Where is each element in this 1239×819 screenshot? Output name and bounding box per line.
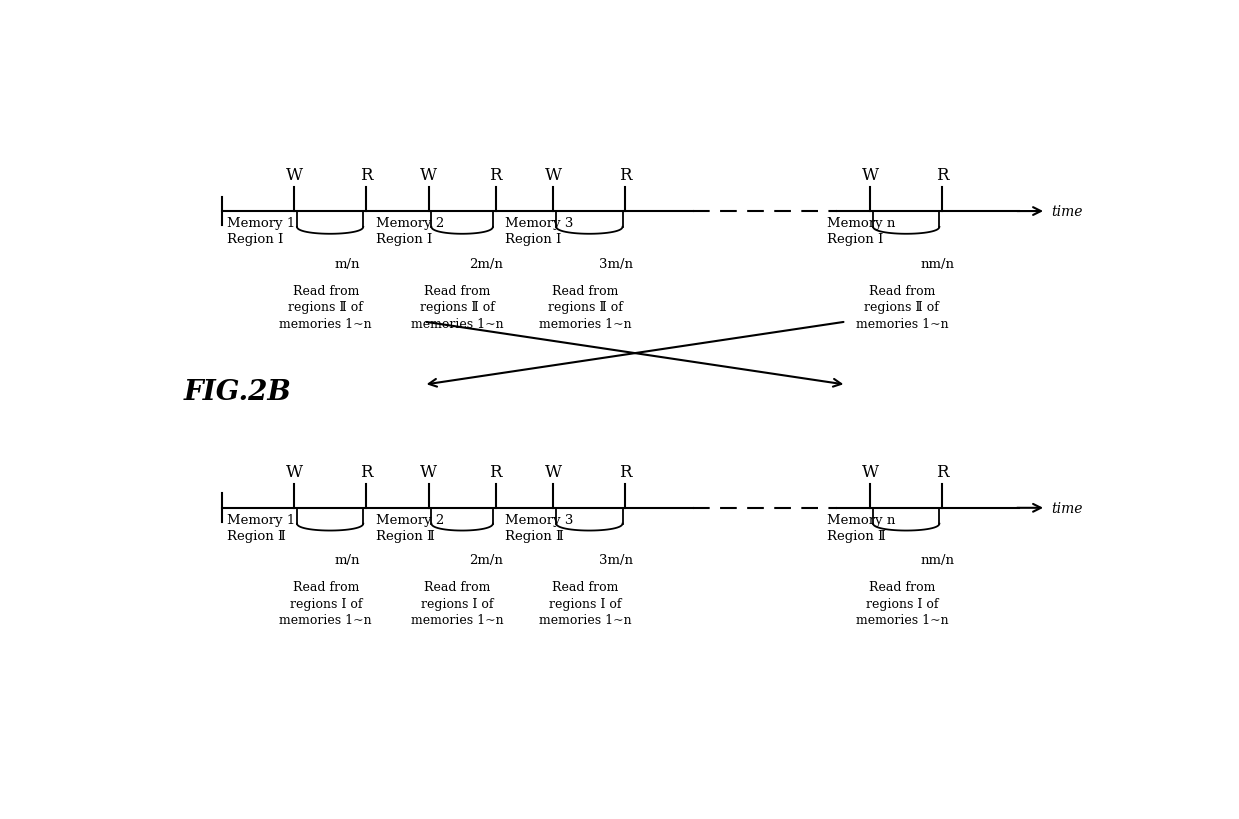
Text: Memory 1
Region I: Memory 1 Region I (227, 217, 295, 246)
Text: Read from
regions I of
memories 1~n: Read from regions I of memories 1~n (856, 581, 948, 627)
Text: nm/n: nm/n (921, 257, 954, 270)
Text: R: R (620, 167, 632, 184)
Text: Memory 2
Region I: Memory 2 Region I (375, 217, 444, 246)
Text: R: R (489, 464, 502, 481)
Text: FIG.2B: FIG.2B (183, 378, 291, 405)
Text: W: W (285, 464, 302, 481)
Text: W: W (861, 464, 878, 481)
Text: 2m/n: 2m/n (470, 554, 503, 567)
Text: Memory 2
Region Ⅱ: Memory 2 Region Ⅱ (375, 514, 444, 542)
Text: time: time (1051, 501, 1082, 515)
Text: W: W (420, 167, 437, 184)
Text: Memory 1
Region Ⅱ: Memory 1 Region Ⅱ (227, 514, 295, 542)
Text: W: W (420, 464, 437, 481)
Text: R: R (935, 464, 949, 481)
Text: m/n: m/n (335, 554, 359, 567)
Text: time: time (1051, 205, 1082, 219)
Text: m/n: m/n (335, 257, 359, 270)
Text: Read from
regions I of
memories 1~n: Read from regions I of memories 1~n (411, 581, 504, 627)
Text: 3m/n: 3m/n (598, 257, 633, 270)
Text: R: R (935, 167, 949, 184)
Text: Read from
regions I of
memories 1~n: Read from regions I of memories 1~n (280, 581, 372, 627)
Text: Read from
regions Ⅱ of
memories 1~n: Read from regions Ⅱ of memories 1~n (539, 284, 632, 330)
Text: Read from
regions I of
memories 1~n: Read from regions I of memories 1~n (539, 581, 632, 627)
Text: Memory n
Region Ⅱ: Memory n Region Ⅱ (828, 514, 896, 542)
Text: R: R (489, 167, 502, 184)
Text: W: W (545, 464, 563, 481)
Text: Memory n
Region I: Memory n Region I (828, 217, 896, 246)
Text: 3m/n: 3m/n (598, 554, 633, 567)
Text: W: W (545, 167, 563, 184)
Text: R: R (359, 464, 373, 481)
Text: Memory 3
Region Ⅱ: Memory 3 Region Ⅱ (506, 514, 574, 542)
Text: R: R (620, 464, 632, 481)
Text: W: W (285, 167, 302, 184)
Text: R: R (359, 167, 373, 184)
Text: nm/n: nm/n (921, 554, 954, 567)
Text: Memory 3
Region I: Memory 3 Region I (506, 217, 574, 246)
Text: Read from
regions Ⅱ of
memories 1~n: Read from regions Ⅱ of memories 1~n (280, 284, 372, 330)
Text: W: W (861, 167, 878, 184)
Text: Read from
regions Ⅱ of
memories 1~n: Read from regions Ⅱ of memories 1~n (411, 284, 504, 330)
Text: Read from
regions Ⅱ of
memories 1~n: Read from regions Ⅱ of memories 1~n (856, 284, 948, 330)
Text: 2m/n: 2m/n (470, 257, 503, 270)
